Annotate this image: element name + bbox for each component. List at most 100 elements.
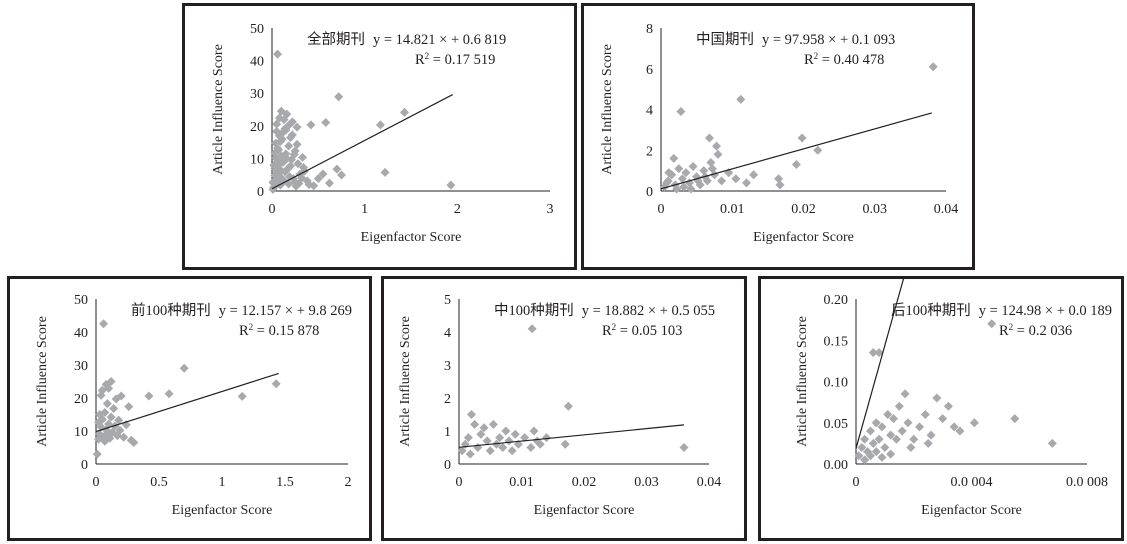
- data-point: [109, 404, 119, 414]
- data-point: [299, 163, 309, 173]
- data-point: [485, 446, 495, 456]
- data-point: [712, 141, 722, 151]
- data-point: [903, 418, 913, 428]
- y-tick-label: 30: [74, 359, 88, 374]
- x-axis-title: Eigenfactor Score: [172, 503, 273, 518]
- data-point: [94, 417, 104, 427]
- data-point: [813, 145, 823, 155]
- data-point: [268, 178, 278, 188]
- y-tick-label: 4: [646, 104, 653, 119]
- data-point: [104, 383, 114, 393]
- data-point: [495, 433, 505, 443]
- x-tick-label: 1: [219, 475, 226, 490]
- data-point: [324, 178, 334, 188]
- data-point: [501, 426, 511, 436]
- data-point: [313, 174, 323, 184]
- data-point: [286, 161, 296, 171]
- data-point: [535, 439, 545, 449]
- data-point: [520, 433, 530, 443]
- group-label: 中100种期刊: [494, 302, 574, 319]
- equation-annotation: 全部期刊 y = 14.821 × + 0.6 819: [307, 30, 506, 48]
- data-point: [504, 436, 514, 446]
- data-point: [270, 148, 280, 158]
- data-point: [699, 166, 709, 176]
- data-point: [542, 433, 551, 443]
- equation-text: y = 12.157 × + 9.8 269: [219, 303, 352, 319]
- data-point: [507, 446, 517, 456]
- r-squared-value: = 0.17 519: [429, 52, 495, 68]
- data-point: [883, 410, 893, 419]
- data-point: [860, 434, 870, 444]
- y-tick-label: 0: [646, 185, 653, 200]
- data-point: [871, 418, 881, 428]
- data-point: [292, 139, 302, 149]
- y-tick-label: 20: [250, 120, 264, 135]
- data-point: [742, 178, 751, 188]
- data-point: [271, 138, 281, 148]
- data-point: [865, 451, 875, 461]
- y-tick-label: 0.05: [824, 417, 849, 432]
- x-tick-label: 0.04: [934, 202, 959, 217]
- data-point: [868, 348, 878, 358]
- y-tick-label: 0: [444, 458, 451, 473]
- data-point: [271, 379, 281, 389]
- x-tick-label: 0: [93, 475, 100, 490]
- y-tick-label: 3: [444, 359, 451, 374]
- y-tick-label: 20: [74, 392, 88, 407]
- equation-annotation: 前100种期刊 y = 12.157 × + 9.8 269: [131, 302, 352, 319]
- x-tick-label: 0: [456, 475, 463, 490]
- data-point: [95, 410, 105, 419]
- equation-annotation: 后100种期刊 y = 124.98 × + 0.0 189: [891, 302, 1112, 319]
- data-point: [237, 391, 247, 401]
- data-point: [380, 167, 390, 177]
- x-tick-label: 3: [547, 202, 554, 217]
- data-point: [460, 439, 470, 449]
- equation-text: y = 18.882 × + 0.5 055: [582, 303, 715, 319]
- x-tick-label: 0.03: [634, 475, 659, 490]
- data-point: [119, 432, 129, 442]
- data-point: [102, 428, 112, 438]
- r-squared-exponent: 2: [814, 51, 819, 61]
- data-point: [269, 160, 279, 170]
- data-point: [676, 107, 686, 117]
- data-point: [375, 120, 385, 130]
- data-point: [889, 414, 899, 424]
- data-point: [909, 434, 919, 444]
- data-point: [100, 436, 110, 446]
- data-point: [886, 430, 896, 440]
- data-point: [337, 170, 346, 180]
- data-point: [897, 426, 907, 436]
- r-squared-label: R: [999, 323, 1009, 339]
- x-tick-label: 0.02: [572, 475, 597, 490]
- r-squared-value: = 0.15 878: [253, 323, 319, 339]
- data-point: [492, 439, 501, 449]
- data-point: [526, 443, 536, 452]
- chart-svg-bottom-100: 0.00 0.05 0.10 0.15 0.20 0 0.0 004 0.0 008 Eigen…: [795, 279, 1112, 518]
- data-point: [467, 410, 476, 419]
- group-label: 中国期刊: [696, 31, 754, 48]
- data-point: [334, 92, 344, 102]
- data-point: [704, 133, 714, 143]
- data-point: [662, 178, 672, 188]
- x-tick-label: 2: [345, 475, 352, 490]
- data-point: [894, 401, 904, 411]
- equation-annotation: 中国期刊 y = 97.958 × + 0.1 093: [696, 31, 895, 48]
- r-squared-value: = 0.40 478: [818, 52, 884, 68]
- data-point: [470, 419, 480, 429]
- data-point: [915, 422, 925, 432]
- chart-panel-top-100: 0 10 20 30 40 50 0 0.5 1 1.5 2 Eigenfactor Score Art…: [7, 276, 372, 541]
- data-point: [681, 168, 691, 178]
- data-point: [498, 443, 508, 452]
- data-point: [677, 174, 687, 184]
- data-point: [669, 153, 679, 163]
- y-tick-label: 1: [444, 425, 451, 440]
- group-label: 后100种期刊: [891, 302, 971, 319]
- data-point: [987, 319, 997, 329]
- data-point: [116, 391, 126, 401]
- data-point: [928, 62, 938, 72]
- equation-annotation: 中100种期刊 y = 18.882 × + 0.5 055: [494, 302, 715, 319]
- data-point: [891, 434, 901, 444]
- data-point: [529, 426, 539, 436]
- equation-text: y = 124.98 × + 0.0 189: [979, 303, 1112, 319]
- x-axis-title: Eigenfactor Score: [753, 230, 854, 245]
